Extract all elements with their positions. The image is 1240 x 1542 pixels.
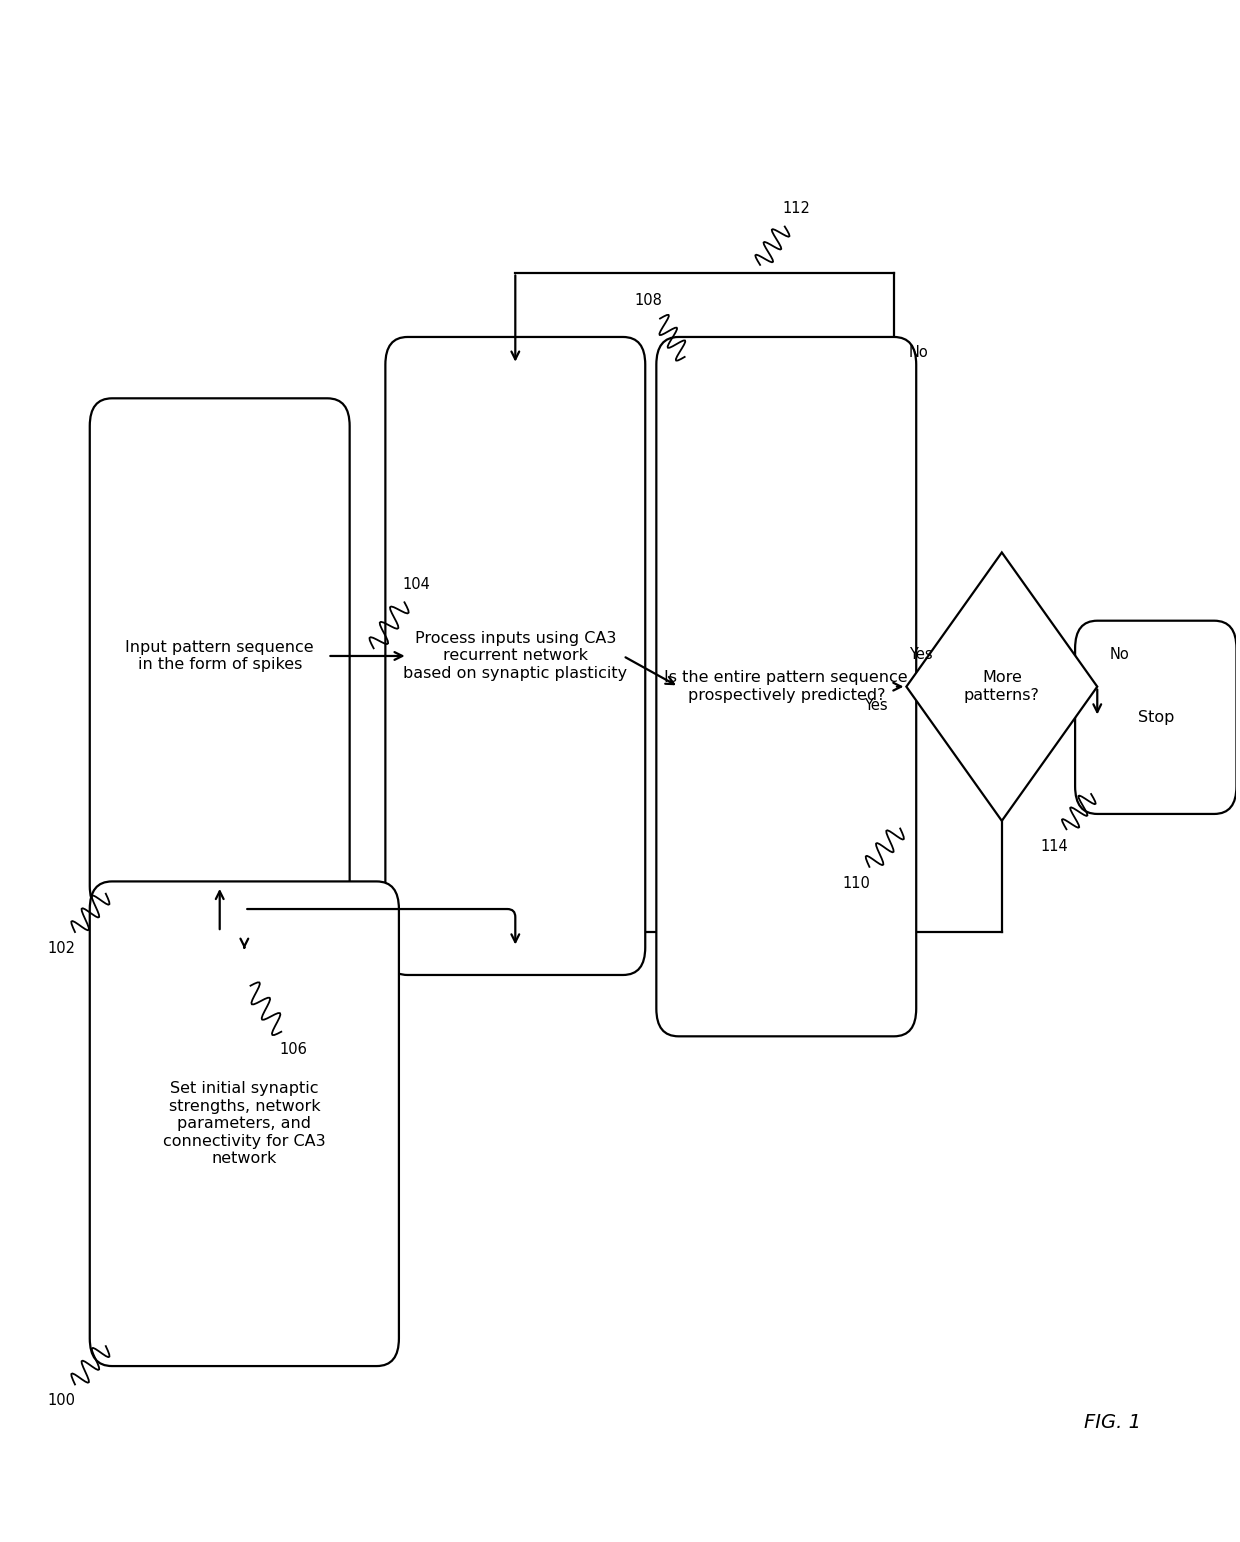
Text: 106: 106 <box>279 1042 308 1056</box>
Text: Stop: Stop <box>1137 709 1174 725</box>
Text: FIG. 1: FIG. 1 <box>1084 1414 1141 1433</box>
Text: Yes: Yes <box>864 697 888 712</box>
Text: Yes: Yes <box>909 648 932 662</box>
Text: Process inputs using CA3
recurrent network
based on synaptic plasticity: Process inputs using CA3 recurrent netwo… <box>403 631 627 682</box>
Text: Input pattern sequence
in the form of spikes: Input pattern sequence in the form of sp… <box>125 640 314 672</box>
Text: More
patterns?: More patterns? <box>963 671 1040 703</box>
Text: No: No <box>1110 648 1130 662</box>
FancyBboxPatch shape <box>386 338 645 975</box>
FancyBboxPatch shape <box>1075 621 1236 814</box>
Text: Is the entire pattern sequence
prospectively predicted?: Is the entire pattern sequence prospecti… <box>665 671 908 703</box>
Text: 100: 100 <box>48 1394 76 1408</box>
Text: 110: 110 <box>842 876 870 891</box>
Text: 112: 112 <box>782 200 810 216</box>
Text: 104: 104 <box>402 577 430 592</box>
Polygon shape <box>906 552 1097 820</box>
Text: 102: 102 <box>48 941 76 956</box>
Text: 108: 108 <box>635 293 662 308</box>
FancyBboxPatch shape <box>656 338 916 1036</box>
Text: Set initial synaptic
strengths, network
parameters, and
connectivity for CA3
net: Set initial synaptic strengths, network … <box>162 1081 326 1166</box>
FancyBboxPatch shape <box>89 398 350 913</box>
Text: No: No <box>909 345 929 359</box>
Text: 114: 114 <box>1040 839 1068 854</box>
FancyBboxPatch shape <box>89 882 399 1366</box>
